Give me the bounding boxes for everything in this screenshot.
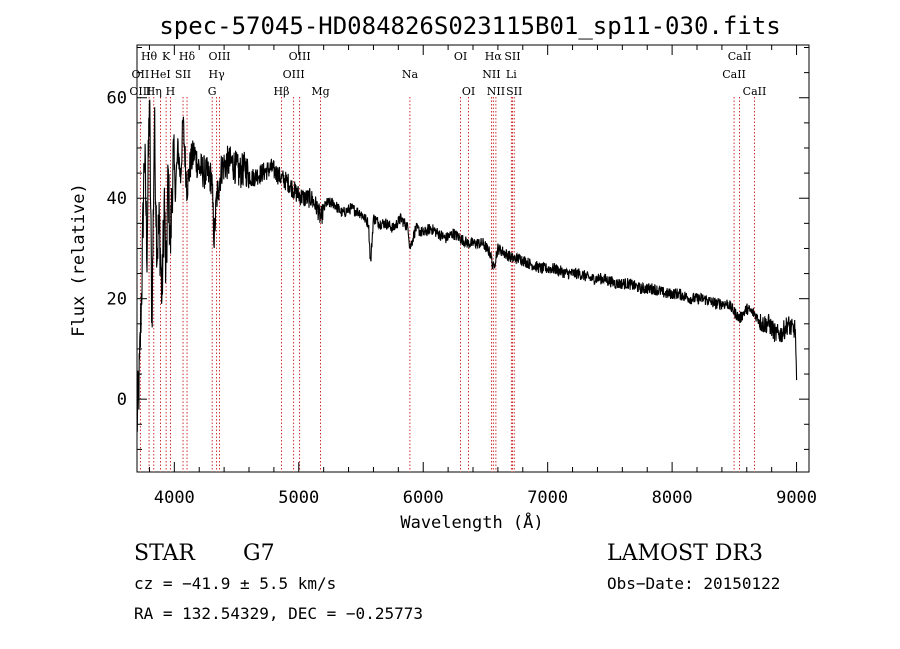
axis-ticks bbox=[137, 45, 809, 472]
x-tick-label: 8000 bbox=[652, 488, 693, 508]
emission-line-label: Hδ bbox=[179, 50, 196, 63]
emission-line-label: Li bbox=[506, 68, 517, 81]
emission-line-label: Hη bbox=[146, 85, 162, 98]
emission-line-label: Hγ bbox=[209, 68, 226, 81]
redshift-cz: cz = −41.9 ± 5.5 km/s bbox=[134, 574, 336, 593]
emission-line-label: SII bbox=[506, 85, 522, 98]
spectrum-line bbox=[136, 99, 798, 432]
emission-line-label: NII bbox=[482, 68, 500, 81]
emission-line-label: Hα bbox=[485, 50, 503, 63]
survey-name: LAMOST DR3 bbox=[607, 541, 763, 566]
emission-line-label: CaII bbox=[728, 50, 752, 63]
emission-line-label: OI bbox=[454, 50, 467, 63]
emission-line-label: Mg bbox=[311, 85, 329, 98]
emission-line-label: OIII bbox=[208, 50, 230, 63]
emission-line-label: OIII bbox=[289, 50, 311, 63]
y-axis-label: Flux (relative) bbox=[69, 183, 89, 337]
emission-line-label: SII bbox=[175, 68, 191, 81]
emission-line-label: G bbox=[208, 85, 217, 98]
emission-line-label: NII bbox=[487, 85, 505, 98]
observation-date: Obs−Date: 20150122 bbox=[607, 574, 780, 593]
x-tick-label: 4000 bbox=[154, 488, 195, 508]
x-tick-label: 9000 bbox=[776, 488, 817, 508]
x-tick-label: 6000 bbox=[403, 488, 444, 508]
emission-line-label: CaII bbox=[743, 85, 767, 98]
emission-line-label: H bbox=[166, 85, 176, 98]
emission-line-label: OII bbox=[132, 68, 150, 81]
plot-frame bbox=[136, 44, 810, 473]
emission-line-label: OIII bbox=[283, 68, 305, 81]
emission-line-label: OI bbox=[462, 85, 475, 98]
emission-line-label: Hθ bbox=[141, 50, 158, 63]
x-tick-label: 5000 bbox=[278, 488, 319, 508]
emission-line-label: HeI bbox=[150, 68, 170, 81]
emission-line-label: K bbox=[162, 50, 171, 63]
y-tick-label: 0 bbox=[117, 390, 127, 410]
emission-line-markers bbox=[139, 97, 755, 472]
ra-dec: RA = 132.54329, DEC = −0.25773 bbox=[134, 604, 423, 623]
emission-line-label: Na bbox=[402, 68, 419, 81]
y-tick-label: 20 bbox=[107, 290, 127, 310]
chart-title: spec-57045-HD084826S023115B01_sp11-030.f… bbox=[159, 12, 780, 40]
emission-line-labels: Hθ OII OIII K HeI Hη SII H Hδ OIII Hγ G Hβ OIII OIII Mg… bbox=[129, 50, 766, 98]
axis-tick-labels: 4000 5000 6000 7000 8000 9000 0 20 40 60 bbox=[107, 89, 818, 508]
object-class: STAR bbox=[134, 541, 196, 566]
x-axis-label: Wavelength (Å) bbox=[400, 511, 543, 533]
emission-line-label: SII bbox=[504, 50, 520, 63]
emission-line-label: Hβ bbox=[274, 85, 290, 98]
x-tick-label: 7000 bbox=[527, 488, 568, 508]
y-tick-label: 40 bbox=[107, 189, 127, 209]
emission-line-label: OIII bbox=[129, 85, 151, 98]
object-subclass: G7 bbox=[243, 541, 275, 566]
y-tick-label: 60 bbox=[107, 89, 127, 109]
emission-line-label: CaII bbox=[722, 68, 746, 81]
